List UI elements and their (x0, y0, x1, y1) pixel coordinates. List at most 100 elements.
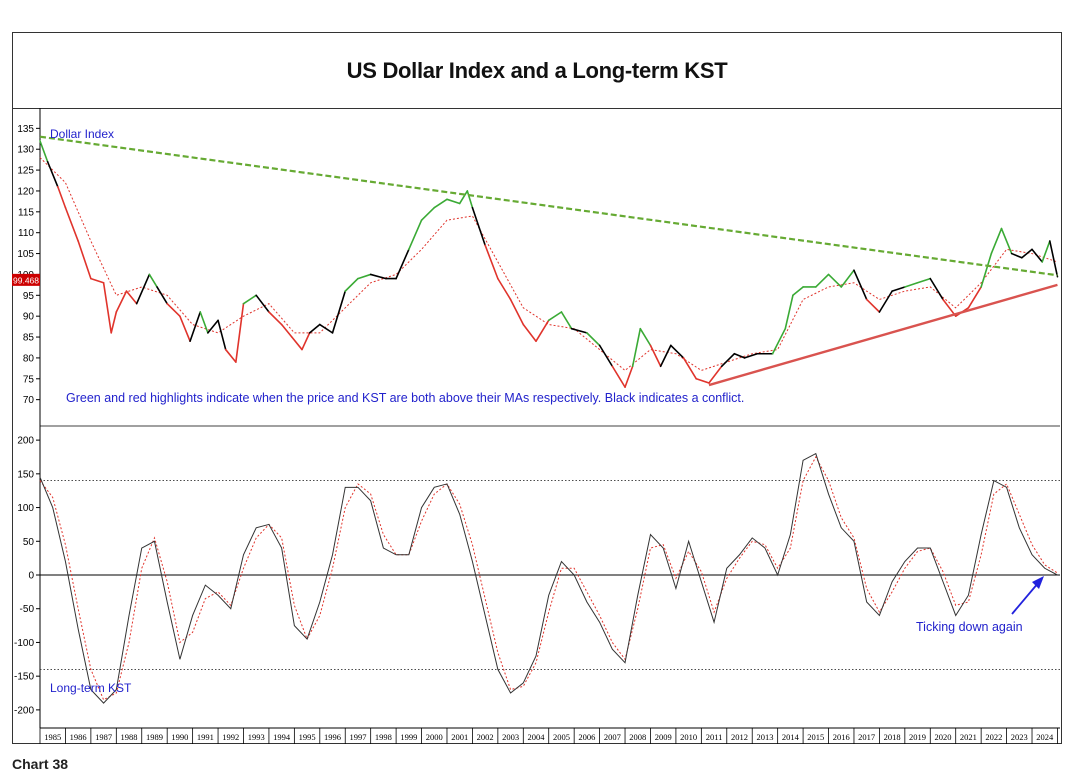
dollar-price-segment (720, 352, 736, 368)
highlight-annotation: Green and red highlights indicate when t… (66, 391, 744, 405)
dollar-price-segment (433, 198, 448, 209)
kst-ytick-label: -200 (14, 705, 34, 716)
dollar-price-segment (77, 240, 92, 280)
dollar-price-segment (792, 286, 804, 297)
title-box: US Dollar Index and a Long-term KST (13, 33, 1061, 109)
dollar-price-segment (598, 344, 614, 368)
kst-label: Long-term KST (50, 681, 132, 695)
dollar-price-segment (624, 365, 634, 388)
chart-frame: US Dollar Index and a Long-term KST (12, 32, 1062, 744)
dollar-price-segment (695, 377, 710, 384)
dollar-price-segment (331, 290, 347, 334)
dollar-price-segment (1000, 227, 1013, 255)
dollar-price-segment (708, 365, 723, 384)
last-value-tag (12, 273, 40, 286)
x-tick-label: 2012 (731, 732, 748, 742)
x-tick-label: 1992 (222, 732, 239, 742)
dollar-price-segment (980, 252, 993, 288)
dollar-price-segment (408, 219, 423, 251)
x-tick-label: 2019 (909, 732, 926, 742)
dollar-price-segment (458, 190, 469, 205)
dollar-price-segment (125, 290, 138, 305)
dollar-ytick-label: 135 (17, 124, 34, 135)
downtrend-line (39, 135, 1058, 277)
dollar-ytick-label: 130 (17, 145, 34, 156)
dollar-ytick-label: 95 (23, 291, 35, 302)
dollar-ma-line (39, 157, 1058, 372)
dollar-price-segment (649, 344, 662, 368)
dollar-price-segment (639, 327, 652, 347)
dollar-price-segment (224, 348, 237, 363)
dollar-price-segment (1021, 248, 1033, 259)
dollar-price-segment (659, 344, 672, 368)
dollar-ytick-label: 125 (17, 166, 34, 177)
x-tick-label: 2010 (680, 732, 697, 742)
kst-line (39, 452, 1058, 704)
x-tick-label: 1988 (121, 732, 138, 742)
dollar-price-segment (670, 344, 685, 359)
kst-ytick-label: 100 (17, 503, 34, 514)
dollar-price-segment (148, 273, 158, 288)
dollar-price-segment (90, 277, 105, 284)
dollar-ytick-label: 75 (23, 374, 35, 385)
x-tick-label: 1986 (70, 732, 87, 742)
arrow-shaft (1011, 581, 1040, 615)
x-tick-label: 2007 (604, 732, 621, 742)
dollar-index-label: Dollar Index (50, 127, 114, 141)
dollar-price-segment (784, 294, 794, 330)
x-tick-label: 2016 (833, 732, 850, 742)
dollar-price-segment (301, 332, 311, 351)
dollar-price-segment (1049, 240, 1059, 278)
dollar-price-segment (268, 311, 283, 326)
chart-title: US Dollar Index and a Long-term KST (346, 57, 728, 83)
dollar-price-segment (611, 365, 626, 388)
x-tick-label: 2003 (502, 732, 519, 742)
dollar-price-segment (570, 327, 588, 334)
x-tick-label: 2024 (1036, 732, 1054, 742)
x-tick-label: 2017 (858, 732, 875, 742)
dollar-price-segment (743, 352, 759, 359)
dollar-price-segment (827, 273, 843, 288)
x-tick-label: 1995 (299, 732, 316, 742)
dollar-price-segment (166, 302, 181, 317)
kst-ytick-label: -50 (20, 604, 35, 615)
dollar-price-segment (217, 319, 227, 351)
dollar-price-segment (308, 323, 321, 334)
ticking-down-annotation: Ticking down again (916, 620, 1023, 634)
dollar-price-segment (484, 244, 499, 280)
x-tick-label: 1987 (95, 732, 112, 742)
dollar-price-segment (57, 185, 67, 209)
dollar-price-segment (815, 273, 830, 288)
x-tick-label: 1989 (146, 732, 163, 742)
dollar-price-segment (420, 206, 436, 221)
x-tick-label: 2001 (451, 732, 468, 742)
dollar-price-segment (64, 206, 79, 242)
dollar-ytick-label: 110 (18, 228, 34, 239)
x-tick-label: 2005 (553, 732, 570, 742)
x-tick-label: 1999 (400, 732, 417, 742)
x-tick-label: 2011 (706, 732, 723, 742)
dollar-ytick-label: 70 (23, 395, 35, 406)
dollar-price-segment (235, 302, 245, 363)
dollar-price-segment (733, 352, 746, 359)
dollar-price-segment (497, 277, 512, 301)
dollar-price-segment (471, 206, 486, 247)
x-tick-label: 2002 (477, 732, 494, 742)
dollar-price-segment (242, 294, 258, 305)
dollar-price-segment (878, 290, 893, 313)
x-tick-label: 2008 (629, 732, 646, 742)
x-tick-label: 2014 (782, 732, 800, 742)
dollar-ytick-label: 115 (18, 207, 34, 218)
x-tick-label: 1985 (44, 732, 61, 742)
dollar-price-segment (344, 277, 359, 292)
dollar-price-segment (535, 319, 550, 343)
dollar-price-segment (291, 336, 303, 351)
dollar-price-segment (280, 323, 293, 338)
x-tick-label: 1993 (248, 732, 265, 742)
dollar-price-segment (840, 269, 855, 288)
x-tick-label: 2000 (426, 732, 443, 742)
kst-ytick-label: -150 (14, 672, 34, 683)
x-tick-label: 2004 (528, 732, 546, 742)
dollar-price-segment (853, 269, 868, 301)
dollar-price-segment (395, 248, 410, 280)
